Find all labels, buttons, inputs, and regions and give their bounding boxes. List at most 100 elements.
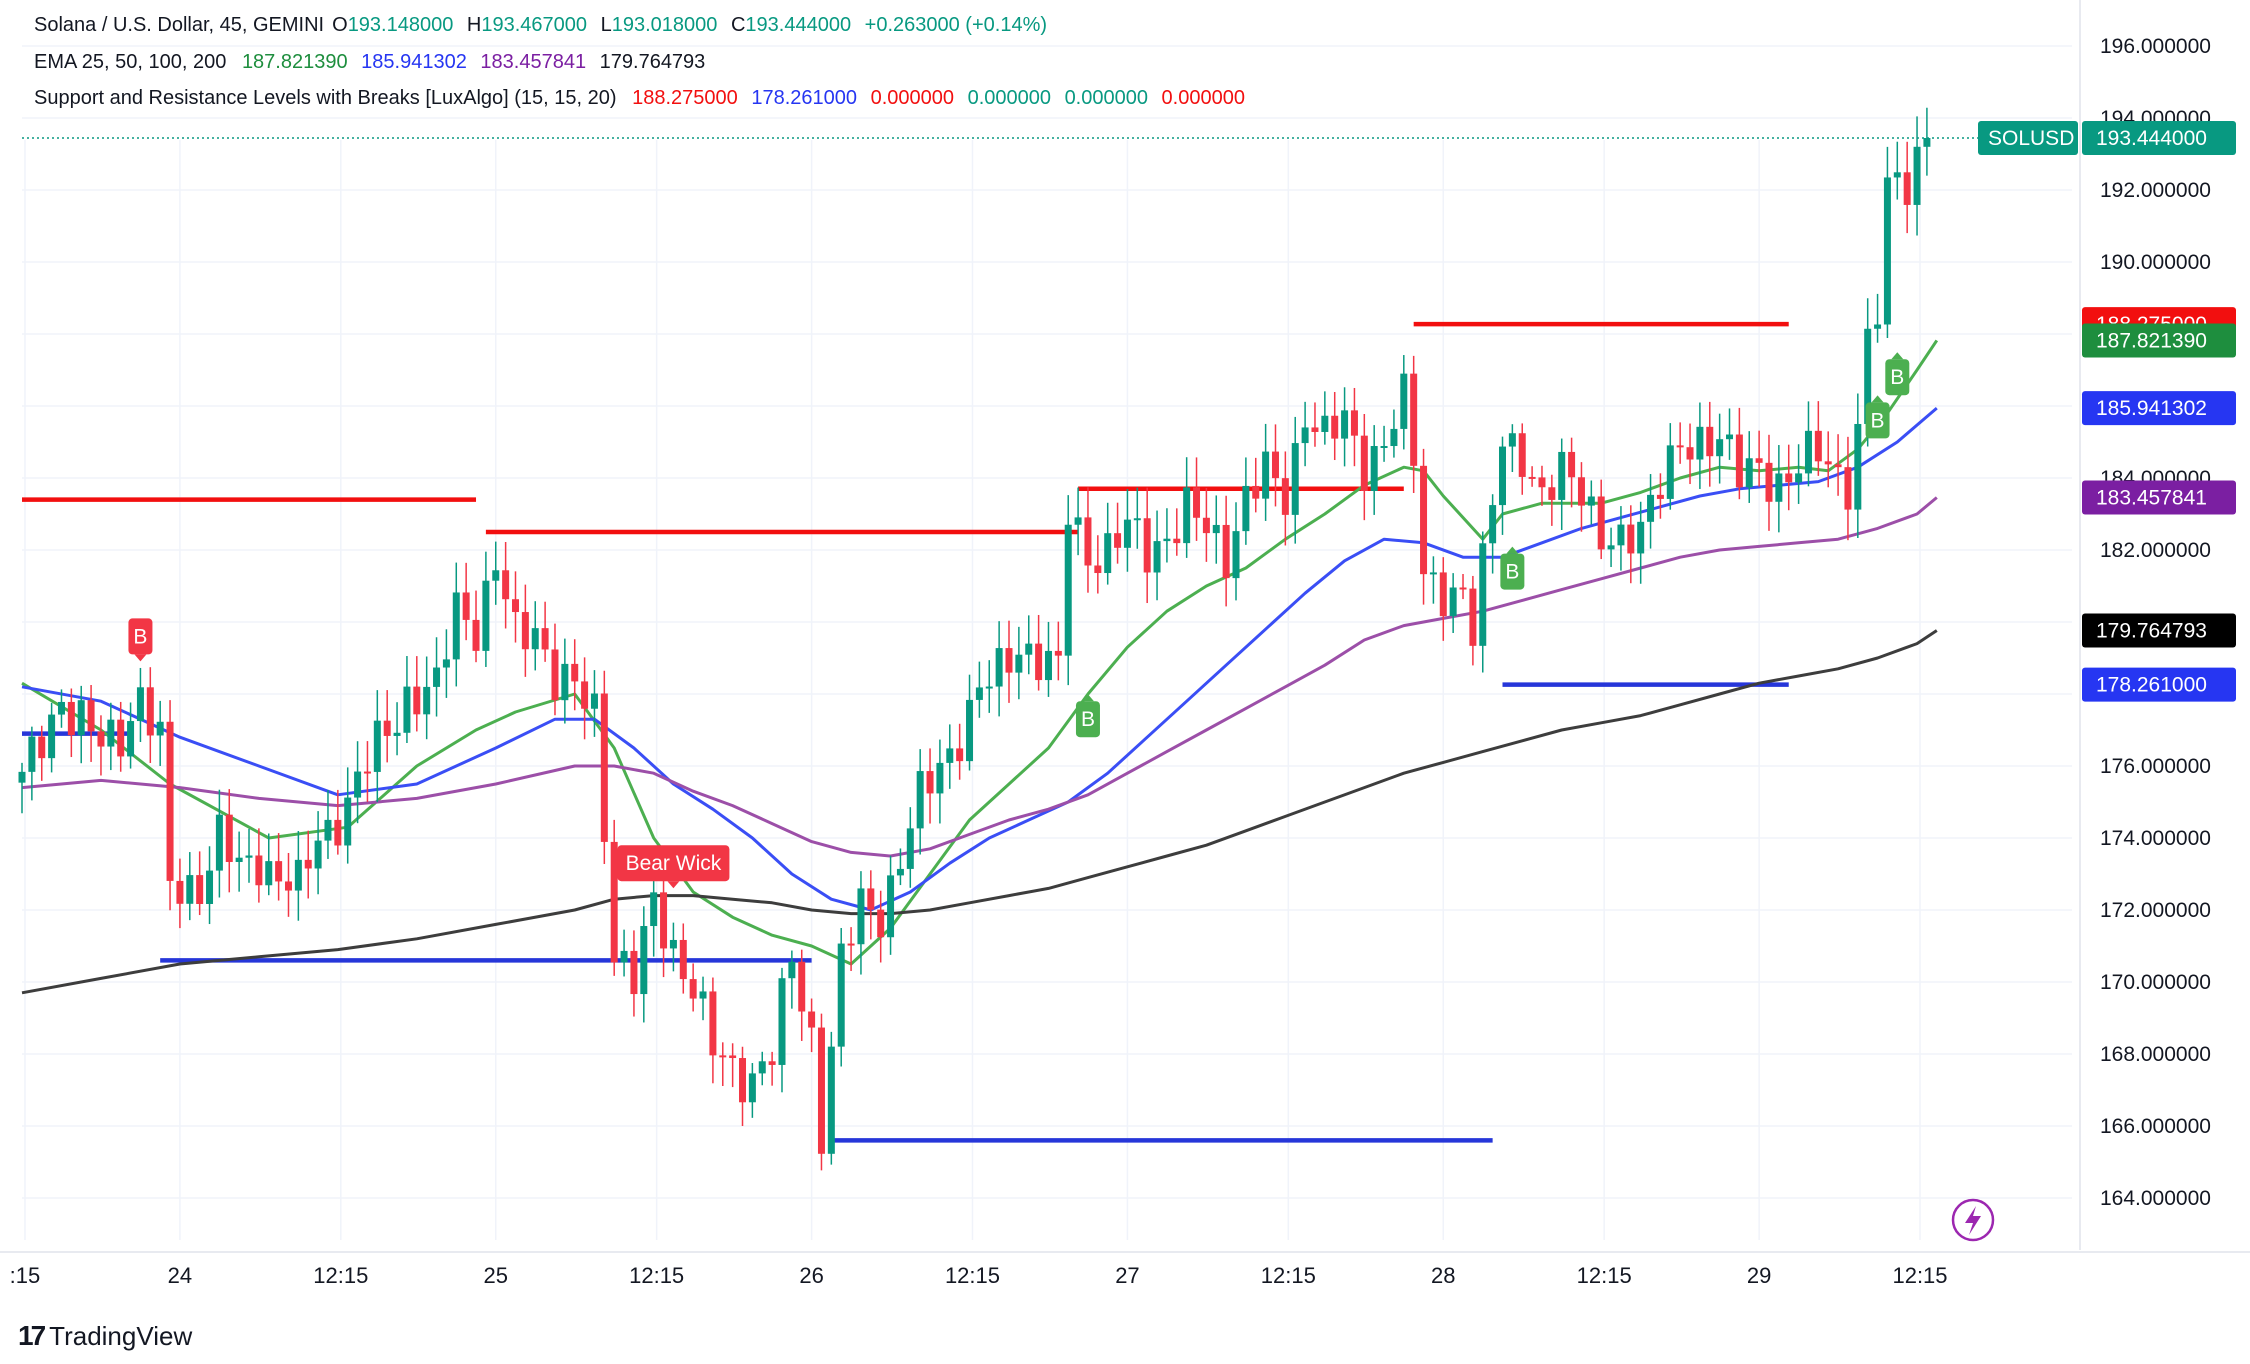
candle-up bbox=[18, 771, 26, 783]
price-tags: SOLUSD193.444000188.275000187.821390185.… bbox=[1978, 121, 2236, 702]
candle-up bbox=[966, 699, 974, 762]
candle-up bbox=[887, 875, 895, 938]
candle-down bbox=[1439, 572, 1447, 617]
candle-up bbox=[186, 875, 194, 904]
candle-down bbox=[1765, 462, 1773, 502]
candle-up bbox=[1380, 446, 1388, 449]
candle-up bbox=[1726, 434, 1734, 440]
candle-down bbox=[38, 736, 46, 759]
candle-up bbox=[492, 570, 500, 581]
last-price-tag-box bbox=[2082, 121, 2236, 156]
signal-label-pointer bbox=[134, 654, 147, 662]
candle-up bbox=[758, 1061, 766, 1074]
candle-down bbox=[67, 701, 75, 736]
candle-down bbox=[1054, 650, 1062, 656]
grid bbox=[22, 45, 2072, 1240]
legend-change: +0.263000 (+0.14%) bbox=[864, 14, 1048, 36]
candle-up bbox=[1232, 531, 1240, 579]
candle-down bbox=[255, 855, 263, 886]
candle-up bbox=[403, 686, 411, 733]
candle-down bbox=[176, 880, 184, 904]
candle-up bbox=[1153, 541, 1161, 573]
candle-up bbox=[531, 628, 539, 650]
candle-down bbox=[521, 612, 529, 650]
candle-down bbox=[1903, 172, 1911, 205]
candle-up bbox=[48, 714, 56, 759]
candle-up bbox=[1242, 485, 1250, 532]
x-tick-label: 28 bbox=[1431, 1263, 1455, 1288]
x-tick-label: 12:15 bbox=[1892, 1263, 1947, 1288]
x-tick-label: :15 bbox=[10, 1263, 41, 1288]
tradingview-logo[interactable]: 17 TradingView bbox=[18, 1320, 192, 1352]
candle-down bbox=[1331, 415, 1339, 439]
candle-up bbox=[1874, 324, 1882, 329]
y-tick-label: 182.000000 bbox=[2100, 539, 2211, 562]
candle-down bbox=[581, 681, 589, 709]
candle-up bbox=[1893, 172, 1901, 178]
y-tick-label: 172.000000 bbox=[2100, 899, 2211, 922]
candle-down bbox=[1084, 517, 1092, 566]
candle-down bbox=[196, 875, 204, 904]
candle-up bbox=[1064, 524, 1072, 656]
candle-down bbox=[1143, 518, 1151, 573]
candle-up bbox=[1133, 518, 1141, 521]
candle-up bbox=[1745, 458, 1753, 488]
candle-down bbox=[630, 950, 638, 995]
x-tick-label: 27 bbox=[1115, 1263, 1139, 1288]
price-tag-box bbox=[2082, 480, 2236, 515]
x-tick-label: 24 bbox=[168, 1263, 192, 1288]
candle-down bbox=[1350, 410, 1358, 436]
candle-up bbox=[482, 580, 490, 651]
candle-up bbox=[896, 868, 904, 876]
legend-sr-value-4: 0.000000 bbox=[967, 87, 1051, 109]
candle-up bbox=[1212, 524, 1220, 534]
candle-up bbox=[561, 663, 569, 701]
legend-sr-label[interactable]: Support and Resistance Levels with Break… bbox=[34, 87, 617, 109]
candle-down bbox=[462, 592, 470, 620]
candle-up bbox=[265, 861, 273, 886]
candle-down bbox=[1844, 467, 1852, 510]
candle-up bbox=[1913, 146, 1921, 205]
price-tag-box bbox=[2082, 613, 2236, 648]
lightning-icon bbox=[1951, 1198, 1995, 1242]
price-tag-text: 187.821390 bbox=[2096, 329, 2207, 352]
signal-label-text: B bbox=[1081, 708, 1095, 731]
candle-up bbox=[699, 991, 707, 999]
candle-down bbox=[926, 771, 934, 794]
candle-up bbox=[1104, 533, 1112, 574]
signal-label-text: B bbox=[1890, 366, 1904, 389]
candle-down bbox=[146, 687, 154, 736]
signal-label-pointer bbox=[1081, 694, 1094, 702]
candle-up bbox=[1508, 433, 1516, 447]
candle-up bbox=[1341, 410, 1349, 439]
candle-up bbox=[975, 687, 983, 700]
candle-down bbox=[166, 721, 174, 881]
candle-up bbox=[235, 857, 243, 862]
candle-down bbox=[1548, 487, 1556, 500]
candle-up bbox=[1666, 445, 1674, 499]
candle-down bbox=[768, 1061, 776, 1065]
candle-down bbox=[660, 892, 668, 949]
candle-down bbox=[877, 909, 885, 938]
candle-up bbox=[837, 943, 845, 1047]
candle-down bbox=[600, 693, 608, 842]
candle-down bbox=[1706, 426, 1714, 457]
candle-down bbox=[1627, 524, 1635, 554]
candle-up bbox=[77, 700, 85, 736]
candle-down bbox=[284, 881, 292, 891]
x-tick-label: 25 bbox=[484, 1263, 508, 1288]
candle-up bbox=[1429, 572, 1437, 575]
candle-up bbox=[245, 855, 253, 858]
candle-up bbox=[156, 721, 164, 736]
candle-down bbox=[709, 991, 717, 1056]
legend-ema-label[interactable]: EMA 25, 50, 100, 200 bbox=[34, 51, 227, 73]
last-price-symbol-text: SOLUSD bbox=[1988, 127, 2074, 150]
legend-symbol[interactable]: Solana / U.S. Dollar, 45, GEMINI bbox=[34, 14, 325, 36]
candle-up bbox=[995, 648, 1003, 687]
candle-up bbox=[1587, 496, 1595, 506]
signal-label-pointer bbox=[1506, 546, 1519, 554]
candle-up bbox=[57, 701, 65, 715]
legend-sr-value-1: 188.275000 bbox=[632, 87, 738, 109]
candle-up bbox=[373, 720, 381, 772]
